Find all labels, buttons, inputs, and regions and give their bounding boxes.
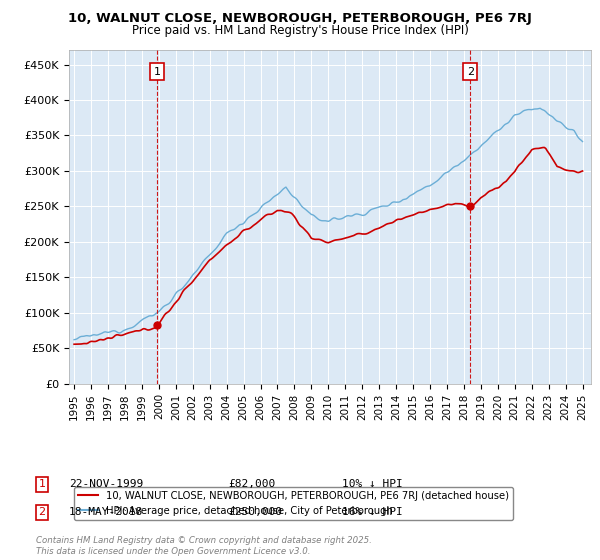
Text: Contains HM Land Registry data © Crown copyright and database right 2025.
This d: Contains HM Land Registry data © Crown c… bbox=[36, 536, 372, 556]
Legend: 10, WALNUT CLOSE, NEWBOROUGH, PETERBOROUGH, PE6 7RJ (detached house), HPI: Avera: 10, WALNUT CLOSE, NEWBOROUGH, PETERBOROU… bbox=[74, 487, 513, 520]
Text: 10, WALNUT CLOSE, NEWBOROUGH, PETERBOROUGH, PE6 7RJ: 10, WALNUT CLOSE, NEWBOROUGH, PETERBOROU… bbox=[68, 12, 532, 25]
Text: 2: 2 bbox=[467, 67, 474, 77]
Text: 1: 1 bbox=[154, 67, 161, 77]
Text: 16% ↓ HPI: 16% ↓ HPI bbox=[342, 507, 403, 517]
Text: 1: 1 bbox=[38, 479, 46, 489]
Text: 18-MAY-2018: 18-MAY-2018 bbox=[69, 507, 143, 517]
Text: £250,000: £250,000 bbox=[228, 507, 282, 517]
Text: £82,000: £82,000 bbox=[228, 479, 275, 489]
Text: 2: 2 bbox=[38, 507, 46, 517]
Text: Price paid vs. HM Land Registry's House Price Index (HPI): Price paid vs. HM Land Registry's House … bbox=[131, 24, 469, 36]
Text: 22-NOV-1999: 22-NOV-1999 bbox=[69, 479, 143, 489]
Text: 10% ↓ HPI: 10% ↓ HPI bbox=[342, 479, 403, 489]
